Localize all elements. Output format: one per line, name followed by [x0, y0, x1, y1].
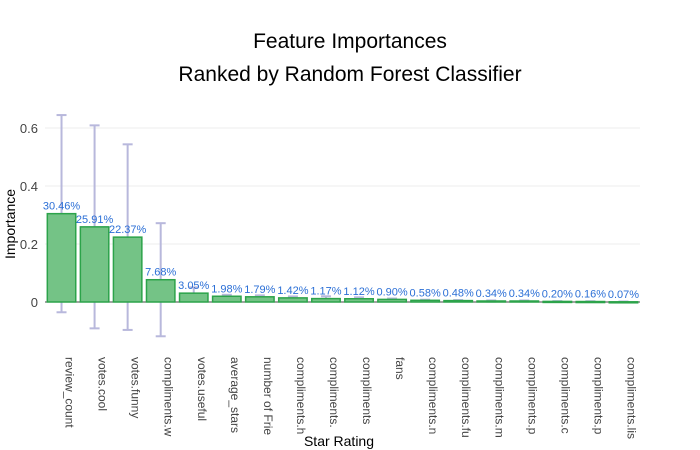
x-tick-label: compliments.lis — [624, 357, 638, 439]
x-tick-label: compliments. — [327, 357, 341, 428]
data-label: 0.20% — [542, 288, 573, 300]
x-tick-label: compliments.w — [162, 357, 176, 437]
bar — [443, 299, 474, 303]
x-tick-label: votes.cool — [96, 357, 110, 411]
data-label: 0.34% — [476, 288, 507, 300]
bar — [377, 298, 408, 303]
data-label: 0.58% — [410, 287, 441, 299]
x-tick-label: number of Frie — [261, 357, 275, 435]
x-tick-label: compliments.p — [525, 357, 539, 435]
data-label: 0.07% — [608, 289, 639, 301]
x-tick-label: compliments.c — [558, 357, 572, 434]
bar — [211, 295, 242, 303]
data-labels: 30.46%25.91%22.37%7.68%3.05% 1.98% 1.79% 1.… — [43, 201, 639, 301]
data-label: 25.91% — [76, 214, 114, 226]
x-tick-label: compliments.m — [492, 357, 506, 438]
x-tick-label: compliments — [360, 357, 374, 424]
data-label: 0.16% — [575, 289, 606, 301]
y-tick-label: 0 — [31, 295, 38, 310]
bar — [145, 278, 176, 303]
x-tick-label: fans — [393, 357, 407, 380]
bar — [277, 297, 308, 303]
data-label: 22.37% — [109, 224, 147, 236]
data-label: 1.79% — [244, 284, 275, 296]
y-axis-title: Importance — [2, 189, 18, 259]
x-axis-title: Star Rating — [304, 433, 374, 449]
bar — [311, 297, 341, 303]
bar — [112, 236, 143, 303]
bar — [542, 300, 573, 304]
chart-subtitle: Ranked by Random Forest Classifier — [178, 63, 522, 86]
y-tick-label: 0.6 — [20, 121, 38, 136]
x-tick-label: average_stars — [228, 357, 242, 433]
data-label: 1.98% — [211, 283, 242, 295]
x-tick-label: compliments.fu — [459, 357, 473, 438]
y-tick-label: 0.2 — [20, 237, 38, 252]
chart-title: Feature Importances — [253, 30, 447, 53]
bar — [575, 300, 606, 304]
x-tick-label: votes.funny — [129, 357, 143, 418]
data-label: 3.05% — [178, 280, 209, 292]
data-label: 0.34% — [509, 288, 540, 300]
bar — [410, 299, 441, 303]
bars — [46, 212, 639, 304]
bar — [344, 298, 374, 303]
x-tick-labels: review_count votes.cool votes.funny complim… — [63, 357, 639, 439]
data-label: 7.68% — [145, 267, 176, 279]
grid-lines — [45, 127, 640, 303]
data-label: 30.46% — [43, 201, 81, 213]
bar — [79, 226, 110, 303]
y-tick-label: 0.4 — [20, 179, 38, 194]
x-tick-label: compliments.p — [591, 357, 605, 435]
x-tick-label: compliments.h — [294, 357, 308, 434]
data-label: 0.48% — [443, 288, 474, 300]
data-label: 1.17% — [310, 286, 341, 298]
data-label: 1.42% — [277, 285, 308, 297]
y-tick-labels: 0 0.2 0.4 0.6 — [20, 121, 38, 310]
bar — [476, 300, 507, 303]
bar — [46, 212, 77, 303]
x-tick-label: compliments.n — [426, 357, 440, 434]
bar — [244, 296, 275, 303]
data-label: 0.90% — [376, 286, 407, 298]
x-tick-label: votes.useful — [195, 357, 209, 421]
data-label: 1.12% — [343, 286, 374, 298]
bar — [178, 292, 209, 303]
bar — [509, 300, 540, 303]
bar — [608, 301, 639, 304]
x-tick-label: review_count — [63, 357, 77, 428]
